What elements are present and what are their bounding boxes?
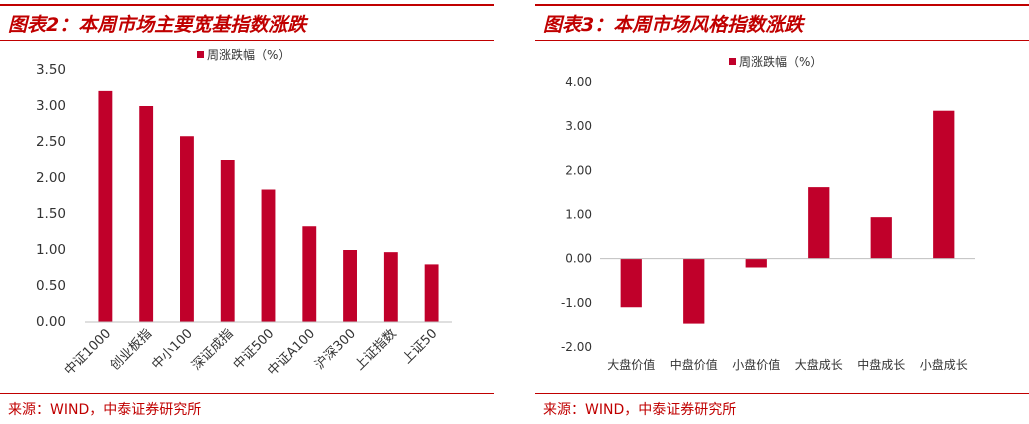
y-tick-label: 3.00 — [36, 98, 66, 114]
x-tick-label: 沪深300 — [312, 326, 359, 373]
source-note: 来源：WIND，中泰证券研究所 — [8, 402, 202, 418]
chart-title: 图表2：本周市场主要宽基指数涨跌 — [8, 14, 307, 36]
bar — [745, 258, 767, 268]
x-tick-label: 上证50 — [400, 326, 441, 367]
bar — [98, 90, 113, 322]
y-tick-label: 3.00 — [565, 119, 592, 133]
y-tick-label: 0.00 — [36, 314, 66, 330]
chart-title: 图表3：本周市场风格指数涨跌 — [543, 14, 804, 36]
title-rule — [535, 40, 1029, 41]
bar — [302, 226, 317, 322]
legend-label: 周涨跌幅（%） — [739, 54, 822, 69]
x-tick-label: 创业板指 — [108, 326, 155, 373]
title-rule — [0, 40, 494, 41]
footer-rule — [535, 393, 1029, 394]
y-tick-label: 2.00 — [36, 170, 66, 186]
y-tick-label: 4.00 — [565, 75, 592, 89]
source-note: 来源：WIND，中泰证券研究所 — [543, 402, 737, 418]
bar — [261, 189, 276, 322]
bar — [870, 217, 892, 259]
bar — [808, 187, 830, 259]
bar — [933, 110, 955, 259]
bar-chart-broad-indices: 周涨跌幅（%） 0.00 0.50 1.00 1.50 2.00 2.50 3.00 3.50 中… — [36, 47, 452, 379]
bar-chart-style-indices: 周涨跌幅（%） -2.00 -1.00 0.00 1.00 2.00 3.00 4.00 大盘价… — [561, 54, 975, 372]
x-tick-label: 小盘价值 — [732, 357, 780, 372]
x-tick-label: 中盘价值 — [670, 357, 718, 372]
y-tick-label: 2.50 — [36, 134, 66, 150]
bar — [683, 258, 705, 324]
x-tick-label: 深证成指 — [189, 326, 236, 373]
bar — [139, 106, 154, 322]
y-tick-label: 1.00 — [36, 242, 66, 258]
legend-swatch — [197, 51, 204, 58]
footer-rule — [0, 393, 494, 394]
x-tick-label: 中盘成长 — [857, 357, 905, 372]
bar — [620, 258, 642, 308]
bar — [343, 250, 357, 322]
y-tick-label: 1.00 — [565, 208, 592, 222]
x-tick-label: 中小100 — [149, 326, 196, 373]
bar — [383, 252, 398, 322]
y-tick-label: 3.50 — [36, 62, 66, 78]
x-tick-label: 大盘成长 — [795, 357, 843, 372]
top-rule — [535, 4, 1029, 6]
y-tick-label: -1.00 — [561, 296, 592, 310]
x-tick-label: 大盘价值 — [607, 357, 655, 372]
y-tick-label: 0.50 — [36, 278, 66, 294]
y-tick-label: 0.00 — [565, 252, 592, 266]
bar — [424, 264, 439, 322]
x-tick-label: 小盘成长 — [920, 357, 968, 372]
y-tick-label: -2.00 — [561, 340, 592, 354]
legend-swatch — [729, 58, 736, 65]
legend-label: 周涨跌幅（%） — [207, 47, 290, 62]
y-tick-label: 2.00 — [565, 163, 592, 177]
bar — [220, 160, 235, 322]
top-rule — [0, 4, 494, 6]
bar — [180, 136, 194, 322]
y-tick-label: 1.50 — [36, 206, 66, 222]
x-tick-label: 上证指数 — [352, 326, 399, 373]
x-tick-label: 中证1000 — [62, 326, 114, 378]
